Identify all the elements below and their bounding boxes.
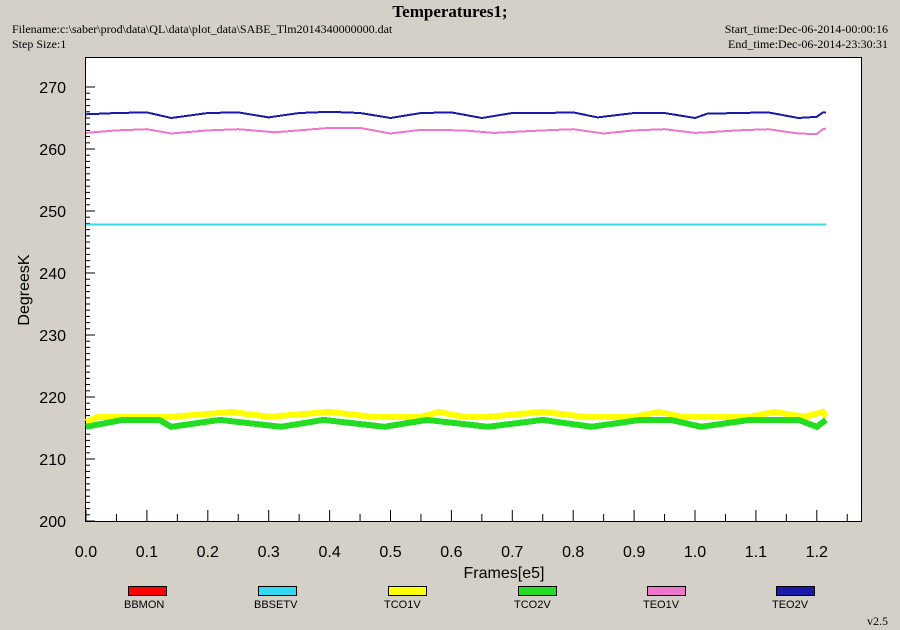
legend-label: BBMON (124, 599, 165, 611)
legend-label: TEO2V (772, 599, 809, 611)
legend-swatch (258, 586, 297, 596)
y-tick-label: 200 (39, 514, 66, 531)
x-tick-label: 0.2 (197, 544, 219, 561)
legend-swatch (388, 586, 427, 596)
y-tick-label: 260 (39, 142, 66, 159)
y-tick-label: 250 (39, 204, 66, 221)
series-group (84, 110, 829, 431)
end-time-label: End_time:Dec-06-2014-23:30:31 (728, 37, 888, 51)
series-line-teo2v (85, 110, 826, 120)
x-axis: 0.0 0.1 0.2 0.3 0.4 0.5 0.6 0.7 0.8 0.9 1.0 1.1 1.2 (75, 510, 848, 561)
x-tick-label: 0.6 (440, 544, 462, 561)
step-size-label: Step Size:1 (12, 37, 67, 51)
y-axis: 200 210 220 230 240 250 260 270 (39, 80, 95, 531)
legend-swatch (776, 586, 815, 596)
start-time-label: Start_time:Dec-06-2014-00:00:16 (724, 22, 888, 36)
y-tick-label: 220 (39, 390, 66, 407)
series-line-teo1v (85, 126, 827, 136)
y-axis-label: DegreesK (16, 254, 33, 326)
x-tick-label: 1.1 (745, 544, 767, 561)
x-axis-label: Frames[e5] (463, 565, 545, 582)
y-tick-label: 230 (39, 328, 66, 345)
x-tick-label: 0.8 (562, 544, 584, 561)
x-tick-label: 0.4 (318, 544, 340, 561)
legend-label: TCO2V (514, 599, 551, 611)
legend-label: TEO1V (643, 599, 680, 611)
x-tick-label: 1.0 (684, 544, 706, 561)
x-tick-label: 0.0 (75, 544, 97, 561)
version-label: v2.5 (867, 614, 888, 628)
x-tick-label: 0.3 (258, 544, 280, 561)
y-tick-label: 240 (39, 266, 66, 283)
x-tick-label: 0.7 (501, 544, 523, 561)
filename-label: Filename:c:\saber\prod\data\QL\data\plot… (12, 22, 393, 36)
series-line-tco2v (85, 416, 828, 431)
legend-swatch (128, 586, 167, 596)
legend-label: TCO1V (384, 599, 421, 611)
x-tick-label: 0.9 (623, 544, 645, 561)
x-tick-label: 0.1 (136, 544, 158, 561)
legend-swatch (647, 586, 686, 596)
series-line-tco1v (84, 408, 829, 425)
y-tick-label: 210 (39, 452, 66, 469)
x-tick-label: 1.2 (806, 544, 828, 561)
plot-area (85, 57, 862, 522)
x-tick-label: 0.5 (379, 544, 401, 561)
legend-label: BBSETV (254, 599, 298, 611)
y-tick-label: 270 (39, 80, 66, 97)
chart-title: Temperatures1; (392, 2, 508, 21)
legend-swatch (518, 586, 557, 596)
